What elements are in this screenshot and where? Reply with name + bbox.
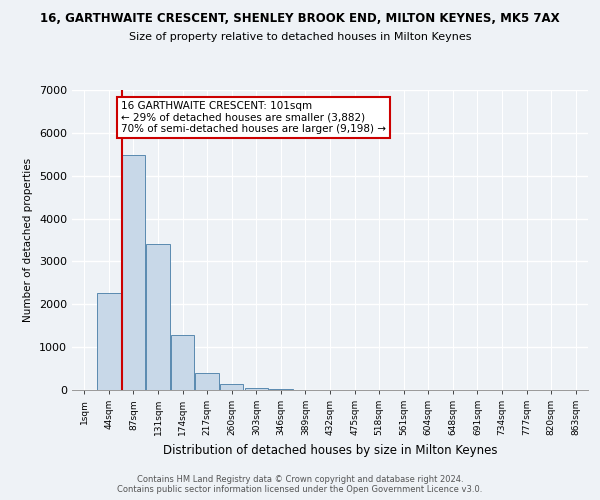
Bar (122, 155, 145, 390)
Bar (220, 384, 244, 390)
X-axis label: Distribution of detached houses by size in Milton Keynes: Distribution of detached houses by size … (163, 444, 497, 456)
Bar (171, 334, 194, 390)
Bar (269, 389, 293, 390)
Bar (97, 292, 121, 390)
Bar (146, 244, 170, 390)
Bar (245, 388, 268, 390)
Text: Contains HM Land Registry data © Crown copyright and database right 2024.
Contai: Contains HM Land Registry data © Crown c… (118, 474, 482, 494)
Y-axis label: Number of detached properties: Number of detached properties (23, 158, 34, 322)
Text: 16, GARTHWAITE CRESCENT, SHENLEY BROOK END, MILTON KEYNES, MK5 7AX: 16, GARTHWAITE CRESCENT, SHENLEY BROOK E… (40, 12, 560, 26)
Bar (196, 374, 219, 390)
Text: 16 GARTHWAITE CRESCENT: 101sqm
← 29% of detached houses are smaller (3,882)
70% : 16 GARTHWAITE CRESCENT: 101sqm ← 29% of … (121, 100, 386, 134)
Text: Size of property relative to detached houses in Milton Keynes: Size of property relative to detached ho… (129, 32, 471, 42)
